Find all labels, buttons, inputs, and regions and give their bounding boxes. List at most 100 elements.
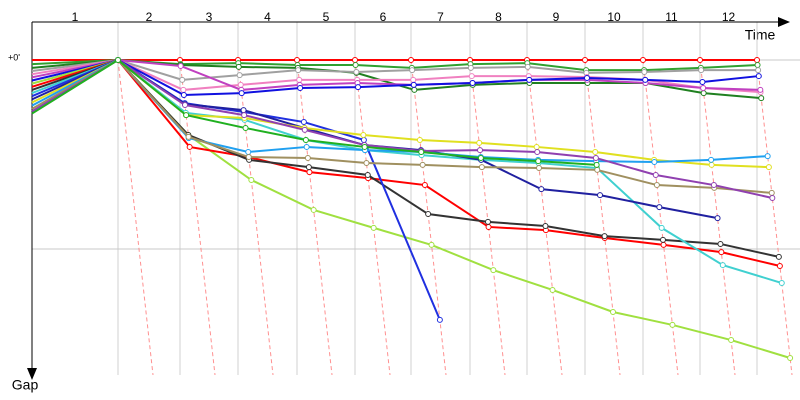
point [549, 286, 556, 293]
x-tick-label: 10 [607, 10, 621, 24]
lap-dash [699, 59, 736, 376]
point [526, 76, 533, 83]
series-line [31, 58, 597, 166]
x-axis-label: Time [745, 27, 776, 43]
point [177, 62, 184, 69]
point [303, 143, 310, 150]
point [710, 182, 717, 189]
series-line [31, 58, 441, 321]
series-line [31, 58, 781, 267]
point [642, 76, 649, 83]
x-tick-label: 2 [146, 10, 153, 24]
point [352, 57, 358, 63]
point [360, 137, 367, 144]
lap-dash [296, 59, 333, 376]
point [765, 164, 772, 171]
lap-dash [354, 59, 391, 376]
point [593, 161, 600, 168]
point [297, 85, 304, 92]
point [610, 309, 616, 315]
point [370, 224, 377, 231]
point [660, 241, 667, 248]
point [304, 154, 311, 161]
point [409, 67, 416, 74]
point [700, 90, 707, 97]
point [594, 166, 601, 173]
point [477, 147, 484, 154]
point [754, 62, 761, 69]
point [248, 177, 255, 184]
point [306, 169, 313, 176]
point [787, 354, 794, 361]
point [410, 81, 417, 88]
point [542, 223, 549, 230]
x-tick-label: 11 [665, 10, 678, 24]
point [651, 159, 658, 166]
point [361, 143, 368, 150]
point [536, 165, 543, 172]
lap-dash [642, 59, 679, 376]
point [652, 171, 659, 178]
point [352, 62, 359, 69]
point [764, 153, 771, 160]
point [301, 126, 308, 133]
point [364, 171, 371, 178]
point [757, 86, 764, 93]
point [240, 107, 247, 114]
point [186, 143, 193, 150]
point [776, 263, 783, 270]
point [485, 223, 492, 230]
x-tick-label: 9 [553, 10, 560, 24]
point [778, 280, 785, 287]
point [310, 206, 317, 213]
point [533, 143, 540, 150]
point [535, 158, 542, 165]
y-tick-label: +0' [8, 52, 20, 62]
point [641, 68, 648, 75]
point [592, 148, 599, 155]
point [597, 192, 604, 199]
point [182, 102, 189, 109]
point [718, 249, 725, 256]
point [658, 224, 665, 231]
point [237, 81, 244, 88]
y-axis-arrow [27, 368, 37, 380]
point [421, 182, 428, 189]
x-tick-label: 3 [206, 10, 213, 24]
point [242, 125, 249, 132]
point [115, 57, 121, 63]
point [477, 154, 484, 161]
point [697, 57, 703, 63]
point [640, 57, 646, 63]
point [754, 57, 760, 63]
point [236, 72, 243, 79]
point [601, 233, 608, 240]
point [582, 57, 588, 63]
point [235, 63, 242, 70]
lap-dash [584, 59, 621, 376]
x-tick-label: 7 [437, 10, 444, 24]
point [305, 164, 312, 171]
point [728, 337, 735, 344]
point [714, 215, 721, 222]
lap-dash [117, 59, 154, 376]
point [353, 68, 360, 75]
point [411, 86, 418, 93]
point [755, 73, 762, 80]
point [490, 267, 497, 274]
point [476, 139, 483, 146]
y-axis-label: Gap [12, 377, 39, 393]
point [534, 148, 541, 155]
point [295, 67, 302, 74]
point [245, 154, 252, 161]
point [769, 194, 776, 201]
point [408, 57, 414, 63]
point [653, 182, 660, 189]
point [708, 156, 715, 163]
point [775, 253, 782, 260]
point [300, 119, 307, 126]
point [436, 316, 443, 323]
x-tick-label: 4 [264, 10, 271, 24]
point [302, 137, 309, 144]
point [410, 76, 417, 83]
